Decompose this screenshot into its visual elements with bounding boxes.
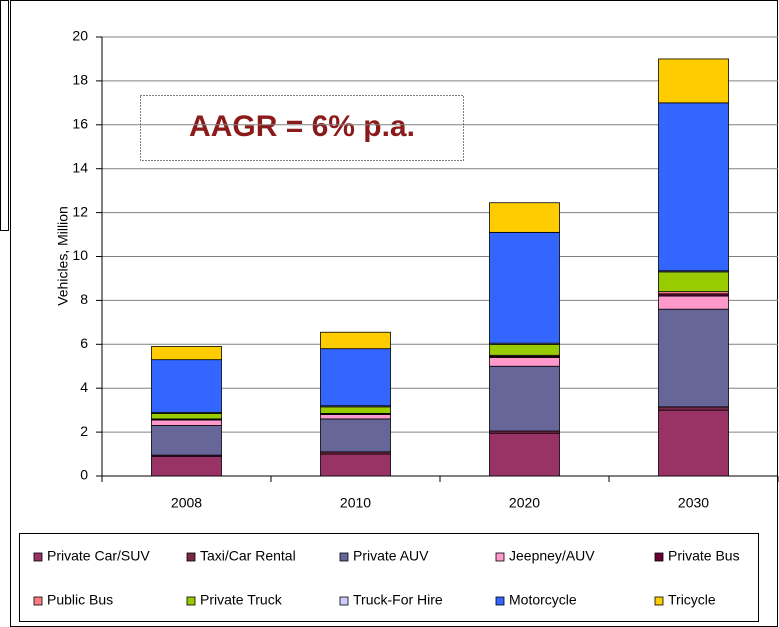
legend-label: Private Truck bbox=[200, 592, 283, 608]
bar-segment bbox=[151, 413, 222, 420]
x-tick-label: 2020 bbox=[509, 495, 540, 511]
bar-segment bbox=[658, 409, 729, 477]
legend-swatch bbox=[654, 596, 664, 606]
legend-label: Private Bus bbox=[668, 548, 740, 564]
legend-label: Jeepney/AUV bbox=[509, 548, 595, 564]
bar-segment bbox=[658, 58, 729, 104]
bar-segment bbox=[489, 231, 560, 344]
bar-segment bbox=[320, 418, 391, 453]
y-tick-label: 16 bbox=[72, 116, 88, 132]
bar-segment bbox=[151, 425, 222, 456]
legend-swatch bbox=[186, 596, 196, 606]
cropped-box bbox=[0, 0, 9, 231]
legend-label: Private Car/SUV bbox=[47, 548, 150, 564]
legend-label: Truck-For Hire bbox=[353, 592, 443, 608]
legend-swatch bbox=[495, 552, 505, 562]
y-tick-label: 18 bbox=[72, 72, 88, 88]
bar-segment bbox=[151, 419, 222, 426]
bar-segment bbox=[320, 348, 391, 407]
bar-segment bbox=[658, 271, 729, 293]
legend-label: Taxi/Car Rental bbox=[200, 548, 296, 564]
bar-segment bbox=[658, 406, 729, 411]
y-tick-label: 8 bbox=[80, 291, 88, 307]
bar-segment bbox=[489, 432, 560, 477]
bar-segment bbox=[320, 453, 391, 477]
y-tick-label: 12 bbox=[72, 203, 88, 219]
annotation: AAGR = 6% p.a. bbox=[189, 110, 415, 143]
bar-segment bbox=[151, 455, 222, 477]
y-tick-label: 14 bbox=[72, 159, 88, 175]
legend-label: Tricycle bbox=[668, 592, 716, 608]
legend-swatch bbox=[495, 596, 505, 606]
legend-swatch bbox=[186, 552, 196, 562]
bar-segment bbox=[489, 365, 560, 432]
x-tick-label: 2008 bbox=[171, 495, 202, 511]
x-tick-label: 2030 bbox=[678, 495, 709, 511]
bar-segment bbox=[658, 102, 729, 272]
legend-label: Motorcycle bbox=[509, 592, 577, 608]
y-tick-label: 6 bbox=[80, 335, 88, 351]
bar-segment bbox=[320, 406, 391, 414]
x-tick-label: 2010 bbox=[340, 495, 371, 511]
y-tick-label: 0 bbox=[80, 467, 88, 483]
legend-label: Private AUV bbox=[353, 548, 429, 564]
bar-segment bbox=[151, 346, 222, 361]
legend-swatch bbox=[339, 552, 349, 562]
y-tick-label: 4 bbox=[80, 379, 88, 395]
legend-swatch bbox=[339, 596, 349, 606]
legend-swatch bbox=[33, 552, 43, 562]
bar-segment bbox=[658, 308, 729, 408]
bar-segment bbox=[320, 331, 391, 350]
bar-segment bbox=[489, 343, 560, 356]
bar-segment bbox=[489, 202, 560, 233]
y-tick-label: 2 bbox=[80, 423, 88, 439]
bar-segment bbox=[489, 357, 560, 367]
legend-swatch bbox=[654, 552, 664, 562]
y-tick-label: 10 bbox=[72, 247, 88, 263]
bar-segment bbox=[151, 359, 222, 413]
y-axis-label: Vehicles, Million bbox=[55, 206, 71, 306]
bar-segment bbox=[658, 295, 729, 310]
legend-swatch bbox=[33, 596, 43, 606]
legend-label: Public Bus bbox=[47, 592, 113, 608]
legend-box bbox=[19, 533, 759, 622]
bar-segment bbox=[320, 414, 391, 420]
annotation-box bbox=[140, 95, 464, 161]
y-tick-label: 20 bbox=[72, 28, 88, 44]
